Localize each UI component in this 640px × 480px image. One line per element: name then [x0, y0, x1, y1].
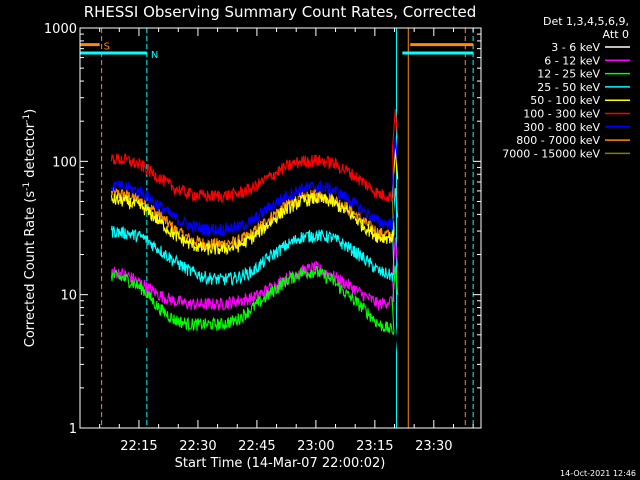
legend-label-4: 50 - 100 keV: [530, 94, 600, 107]
x-tick-label-4: 23:15: [356, 439, 393, 454]
legend-label-3: 25 - 50 keV: [537, 81, 600, 94]
legend-label-1: 6 - 12 keV: [544, 54, 600, 67]
y-axis-label-part-1: Corrected Count Rate (s: [23, 191, 38, 348]
interval-marker-label-1: N: [151, 50, 158, 61]
y-axis-label-part-3: ): [23, 109, 38, 114]
legend-header-attenuator: Att 0: [603, 28, 629, 41]
plot-area: SN: [79, 28, 474, 429]
x-tick-label-0: 22:15: [120, 439, 157, 454]
x-axis: 22:15 22:30 22:45 23:00 23:15 23:30: [99, 28, 474, 454]
legend-header-detectors: Det 1,3,4,5,6,9,: [543, 15, 629, 28]
series-line-5: [110, 108, 399, 203]
y-axis: 1 10 100 1000: [44, 22, 481, 437]
y-axis-label-part-2: detector: [23, 122, 38, 182]
footer-timestamp: 14-Oct-2021 12:46: [560, 469, 636, 478]
y-axis-label-sup-1: -1: [22, 182, 32, 191]
series-line-0: [111, 318, 399, 429]
y-tick-label-0: 1: [69, 422, 77, 437]
series-line-4: [110, 150, 399, 256]
x-tick-label-3: 23:00: [297, 439, 334, 454]
legend-label-0: 3 - 6 keV: [551, 41, 600, 54]
y-tick-label-1: 10: [60, 289, 77, 304]
plot-frame: [79, 27, 482, 429]
y-axis-label: Corrected Count Rate (s-1 detector-1): [22, 109, 38, 347]
series-line-7: [110, 147, 399, 251]
legend-label-2: 12 - 25 keV: [537, 68, 600, 81]
series-line-3: [110, 188, 399, 287]
y-tick-label-2: 100: [52, 155, 77, 170]
interval-marker-label-0: S: [104, 42, 110, 53]
series-line-6: [110, 136, 399, 238]
legend-label-5: 100 - 300 keV: [523, 108, 600, 121]
x-axis-label: Start Time (14-Mar-07 22:00:02): [175, 456, 386, 471]
series-line-2: [110, 265, 399, 336]
y-axis-label-sup-2: -1: [22, 114, 32, 123]
chart-title: RHESSI Observing Summary Count Rates, Co…: [84, 3, 477, 21]
legend-label-6: 300 - 800 keV: [523, 121, 600, 134]
legend-label-8: 7000 - 15000 keV: [502, 147, 600, 160]
x-tick-label-5: 23:30: [415, 439, 452, 454]
legend-label-7: 800 - 7000 keV: [516, 134, 600, 147]
x-tick-label-1: 22:30: [179, 439, 216, 454]
y-tick-label-3: 1000: [44, 22, 77, 37]
x-tick-label-2: 22:45: [238, 439, 275, 454]
